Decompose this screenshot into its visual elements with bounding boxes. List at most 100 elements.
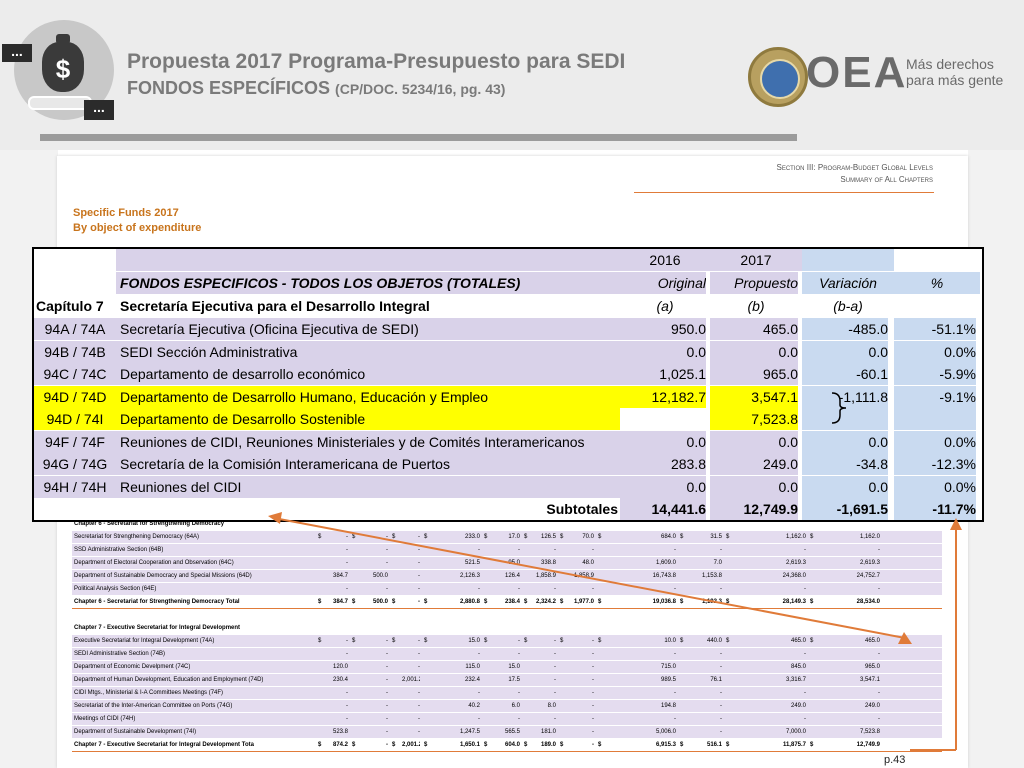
table-subtotal-row: Subtotales 14,441.6 12,749.9 -1,691.5 -1… bbox=[34, 498, 982, 520]
row-value-2016: 0.0 bbox=[620, 340, 706, 363]
table-cell: - bbox=[592, 638, 594, 644]
row-percent: 0.0% bbox=[894, 475, 976, 498]
table-cell: $ bbox=[524, 534, 528, 540]
row-percent: -5.9% bbox=[894, 363, 976, 385]
table-cell: 516.1 bbox=[706, 742, 722, 748]
row-code: 94B / 74B bbox=[34, 340, 116, 363]
table-header-row-labels: FONDOS ESPECIFICOS - TODOS LOS OBJETOS (… bbox=[34, 272, 982, 294]
row-label: Meetings of CIDI (74H) bbox=[74, 716, 136, 722]
table-row: 94F / 74F Reuniones de CIDI, Reuniones Mi… bbox=[34, 430, 982, 453]
table-cell: 16,743.8 bbox=[652, 573, 676, 579]
table-cell: - bbox=[554, 547, 556, 553]
table-cell: 115.0 bbox=[465, 664, 480, 670]
col-ba-label: (b-a) bbox=[802, 295, 894, 317]
list-item: Chapter 7 - Executive Secretariat for In… bbox=[72, 622, 942, 634]
table-cell: 17.5 bbox=[508, 677, 520, 683]
table-cell: 2,324.2 bbox=[535, 599, 556, 605]
row-variation: -485.0 bbox=[802, 318, 888, 340]
table-cell: 238.4 bbox=[504, 599, 520, 605]
table-cell: - bbox=[592, 586, 594, 592]
table-cell: 2,001.2 bbox=[402, 742, 420, 748]
table-cell: - bbox=[592, 716, 594, 722]
table-cell: - bbox=[674, 547, 676, 553]
row-label: Chapter 7 - Executive Secretariat for In… bbox=[74, 625, 241, 631]
percent-header: % bbox=[894, 272, 980, 294]
table-cell: - bbox=[674, 651, 676, 657]
table-cell: - bbox=[346, 716, 348, 722]
table-cell: 76.1 bbox=[710, 677, 722, 683]
table-cell: $ bbox=[680, 638, 684, 644]
table-cell: 40.2 bbox=[468, 703, 480, 709]
table-cell: 5,006.0 bbox=[655, 729, 676, 735]
row-value-2017: 0.0 bbox=[710, 430, 798, 453]
table-cell: 15.0 bbox=[508, 664, 520, 670]
table-cell: 17.0 bbox=[508, 534, 520, 540]
table-cell: 189.0 bbox=[540, 742, 556, 748]
table-cell: 48.0 bbox=[582, 560, 594, 566]
row-value-2016: 0.0 bbox=[620, 430, 706, 453]
table-cell: 120.0 bbox=[332, 664, 348, 670]
table-cell: 7,523.8 bbox=[859, 729, 880, 735]
table-cell: $ bbox=[484, 534, 488, 540]
tagline-line2: para más gente bbox=[906, 72, 1004, 88]
col-a-label: (a) bbox=[620, 295, 710, 317]
arrow-head-right-icon bbox=[950, 518, 962, 530]
table-cell: - bbox=[554, 677, 556, 683]
table-cell: - bbox=[346, 560, 348, 566]
table-cell: 2,126.3 bbox=[459, 573, 480, 579]
money-bag-icon: $ bbox=[42, 34, 84, 92]
table-cell: - bbox=[386, 729, 388, 735]
table-cell: - bbox=[386, 677, 388, 683]
table-cell: $ bbox=[424, 534, 428, 540]
table-cell: - bbox=[804, 690, 806, 696]
table-cell: 521.5 bbox=[464, 560, 480, 566]
row-percent: 0.0% bbox=[894, 340, 976, 363]
row-label: Department of Electoral Cooperation and … bbox=[74, 560, 234, 566]
row-label: CIDI Mtgs., Ministerial & I-A Committees… bbox=[74, 690, 224, 696]
arrow-head-left-icon bbox=[268, 512, 282, 524]
specific-funds-line2: By object of expenditure bbox=[73, 222, 202, 234]
header-divider-bar bbox=[40, 134, 797, 141]
row-code: 94F / 74F bbox=[34, 430, 116, 453]
row-value-2016: 0.0 bbox=[620, 475, 706, 498]
row-value-2017: 465.0 bbox=[710, 318, 798, 340]
list-item: SEDI Administrative Section (74B) - - - - - - -… bbox=[72, 648, 942, 660]
table-cell: 338.8 bbox=[540, 560, 556, 566]
table-cell: - bbox=[878, 547, 880, 553]
table-cell: - bbox=[592, 547, 594, 553]
row-value-2016 bbox=[620, 408, 706, 430]
row-label: Chapter 6 - Secretariat for Strengthenin… bbox=[74, 599, 240, 605]
page-number: p.43 bbox=[884, 754, 906, 766]
list-item: Department of Sustainable Development (7… bbox=[72, 726, 942, 738]
row-value-2016: 1,025.1 bbox=[620, 363, 706, 385]
chapter-label: Capítulo 7 bbox=[34, 295, 118, 317]
table-cell: 2,001.2 bbox=[402, 677, 420, 683]
table-cell: 31.5 bbox=[710, 534, 722, 540]
table-cell: 6,915.3 bbox=[655, 742, 676, 748]
table-cell: - bbox=[346, 690, 348, 696]
table-cell: $ bbox=[352, 534, 356, 540]
table-cell: - bbox=[518, 651, 520, 657]
table-cell: - bbox=[554, 690, 556, 696]
variacion-header: Variación bbox=[802, 272, 894, 294]
original-header: Original bbox=[620, 272, 706, 294]
table-cell: - bbox=[418, 573, 420, 579]
row-label: Department of Human Development, Educati… bbox=[74, 677, 264, 683]
table-cell: - bbox=[720, 690, 722, 696]
table-cell: 8.0 bbox=[547, 703, 556, 709]
list-item: Political Analysis Section (64E) - - - - - - - -… bbox=[72, 583, 942, 595]
table-cell: $ bbox=[560, 599, 564, 605]
table-cell: - bbox=[478, 716, 480, 722]
slide-title: Propuesta 2017 Programa-Presupuesto para… bbox=[127, 50, 626, 73]
list-item: Meetings of CIDI (74H) - - - - - - - - - - - bbox=[72, 713, 942, 725]
table-cell: 465.0 bbox=[790, 638, 806, 644]
propuesto-header: Propuesto bbox=[710, 272, 798, 294]
table-cell: $ bbox=[424, 638, 428, 644]
table-cell: - bbox=[346, 651, 348, 657]
oea-seal-icon bbox=[748, 47, 808, 107]
table-cell: - bbox=[418, 599, 420, 605]
chat-bubble-icon: ... bbox=[2, 44, 32, 62]
table-row: 94B / 74B SEDI Sección Administrativa 0.0 0… bbox=[34, 340, 982, 363]
table-cell: - bbox=[674, 586, 676, 592]
row-label: Executive Secretariat for Integral Devel… bbox=[74, 638, 215, 644]
